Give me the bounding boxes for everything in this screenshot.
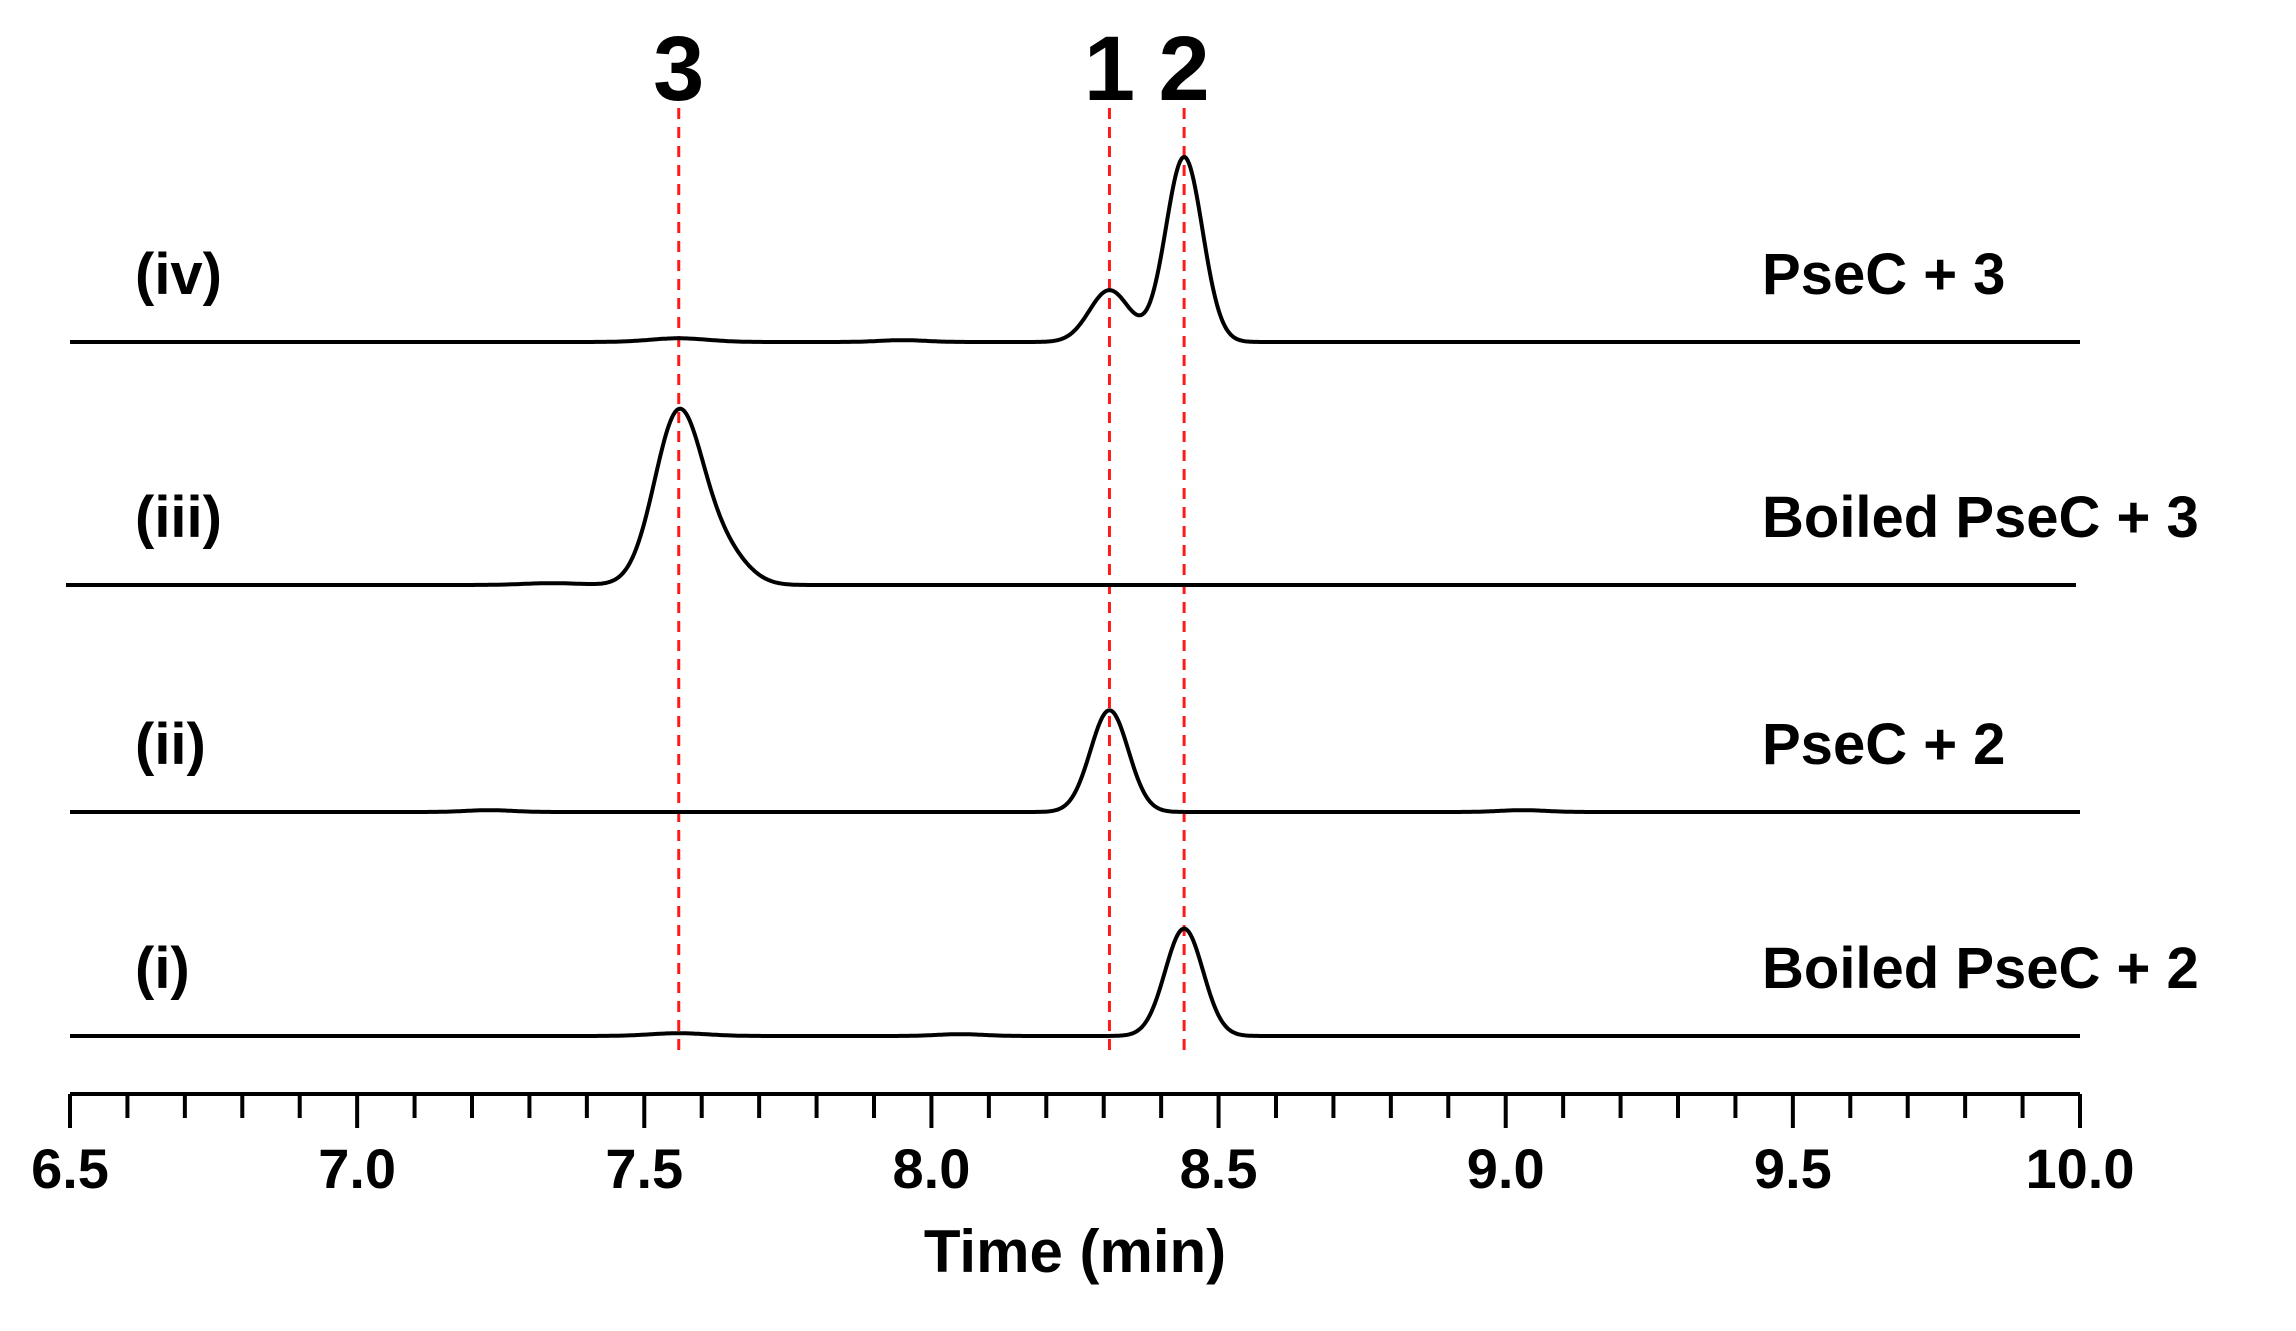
- x-axis-label: Time (min): [924, 1218, 1226, 1285]
- peak-3-label: 3: [653, 18, 704, 120]
- x-tick-label: 7.0: [318, 1137, 396, 1200]
- x-tick-label: 8.0: [892, 1137, 970, 1200]
- trace-2: [65, 406, 2077, 587]
- peak-2-label: 2: [1159, 18, 1210, 120]
- traces: [65, 155, 2081, 1038]
- trace-2-name-label: Boiled PseC + 3: [1762, 485, 2199, 550]
- trace-1-name-label: PseC + 3: [1762, 242, 2005, 307]
- x-axis: 6.5 7.0 7.5 8.0 8.5 9.0 9.5 10.0: [31, 1092, 2135, 1200]
- trace-labels: (iv) PseC + 3 (iii) Boiled PseC + 3 (ii) PseC…: [135, 242, 2199, 1001]
- trace-3-name-label: PseC + 2: [1762, 712, 2005, 777]
- trace-1: [69, 155, 2081, 344]
- trace-4-name-label: Boiled PseC + 2: [1762, 936, 2199, 1001]
- trace-3-panel-label: (ii): [135, 712, 206, 777]
- peak-1-label: 1: [1084, 18, 1135, 120]
- trace-2-panel-label: (iii): [135, 485, 222, 550]
- trace-1-panel-label: (iv): [135, 242, 222, 307]
- trace-3: [69, 708, 2081, 814]
- trace-4-panel-label: (i): [135, 936, 190, 1001]
- x-tick-label: 10.0: [2026, 1137, 2135, 1200]
- x-tick-label: 9.0: [1467, 1137, 1545, 1200]
- x-tick-label: 6.5: [31, 1137, 109, 1200]
- trace-4: [69, 926, 2081, 1038]
- x-tick-label: 7.5: [605, 1137, 683, 1200]
- x-tick-label: 8.5: [1180, 1137, 1258, 1200]
- x-tick-label: 9.5: [1754, 1137, 1832, 1200]
